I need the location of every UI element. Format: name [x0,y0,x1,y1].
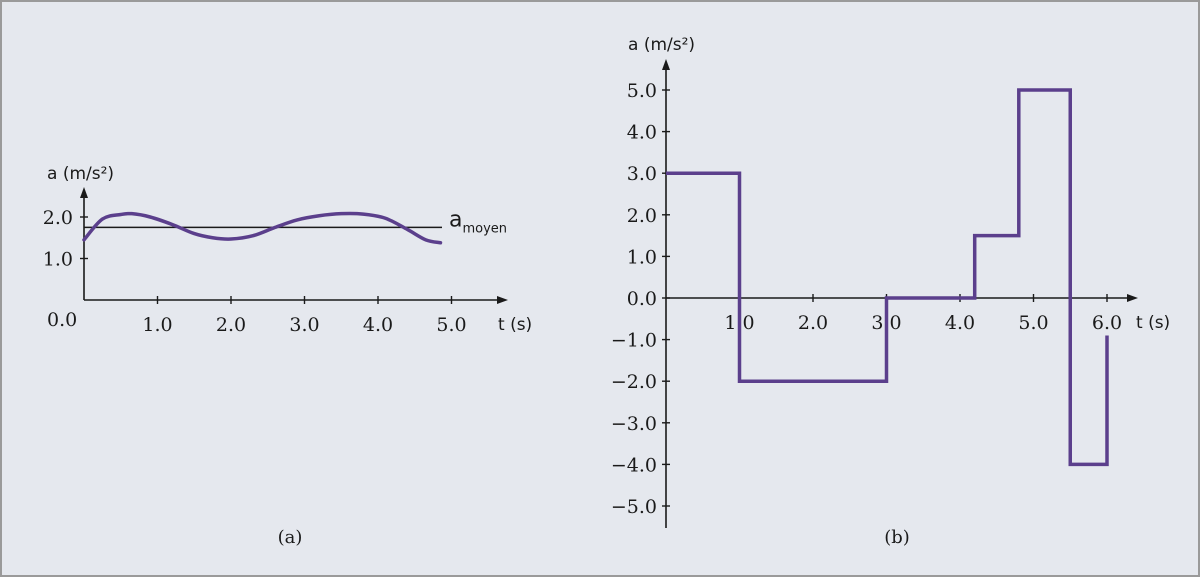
y-tick-label-b: 0.0 [627,288,657,310]
panel-a: 1.0 2.0 3.0 4.0 5.0 1.0 2.0 0.0 amoyen t (s) a (m/… [43,164,532,548]
y-axis-arrow-a [80,187,88,198]
average-label-sub: moyen [462,221,507,236]
y-axis-arrow-b [662,59,670,70]
panel-label-a: (a) [278,527,303,548]
y-tick-label-b: 4.0 [627,122,657,144]
average-label-main: a [449,207,462,232]
y-tick-label-b: 2.0 [627,205,657,227]
origin-label-a: 0.0 [47,309,77,331]
y-tick-label-b: 1.0 [627,246,657,268]
series-line-a [82,211,443,245]
y-tick-label-b: 5.0 [627,80,657,102]
x-axis-arrow-b [1127,294,1138,302]
y-tick-label-b: −3.0 [611,413,657,435]
panel-label-b: (b) [884,527,910,548]
x-tick-label-a: 2.0 [216,314,246,336]
y-tick-label-b: −5.0 [611,496,657,518]
y-axis-label-b: a (m/s²) [628,35,695,55]
x-axis-label-b: t (s) [1136,313,1170,333]
average-label: amoyen [449,207,507,236]
x-tick-label-b: 4.0 [945,312,975,334]
panel-b: 1.0 2.0 3.0 4.0 5.0 6.05.04.03.02.01.00.0−1.0… [611,35,1170,548]
y-tick-label-b: −4.0 [611,454,657,476]
y-tick-label-b: −1.0 [611,330,657,352]
y-tick-label-b: 3.0 [627,163,657,185]
series-line-b [666,88,1109,467]
x-tick-label-a: 4.0 [363,314,393,336]
x-tick-label-a: 5.0 [436,314,466,336]
x-tick-label-b: 6.0 [1092,312,1122,334]
y-tick-label-b: −2.0 [611,371,657,393]
x-tick-label-a: 3.0 [289,314,319,336]
x-tick-label-b: 2.0 [798,312,828,334]
x-tick-label-b: 5.0 [1018,312,1048,334]
y-axis-label-a: a (m/s²) [47,164,114,184]
x-axis-label-a: t (s) [498,315,532,335]
y-tick-label-a: 2.0 [43,207,73,229]
x-tick-label-a: 1.0 [142,314,172,336]
y-tick-label-a: 1.0 [43,249,73,271]
x-axis-arrow-a [497,296,508,304]
